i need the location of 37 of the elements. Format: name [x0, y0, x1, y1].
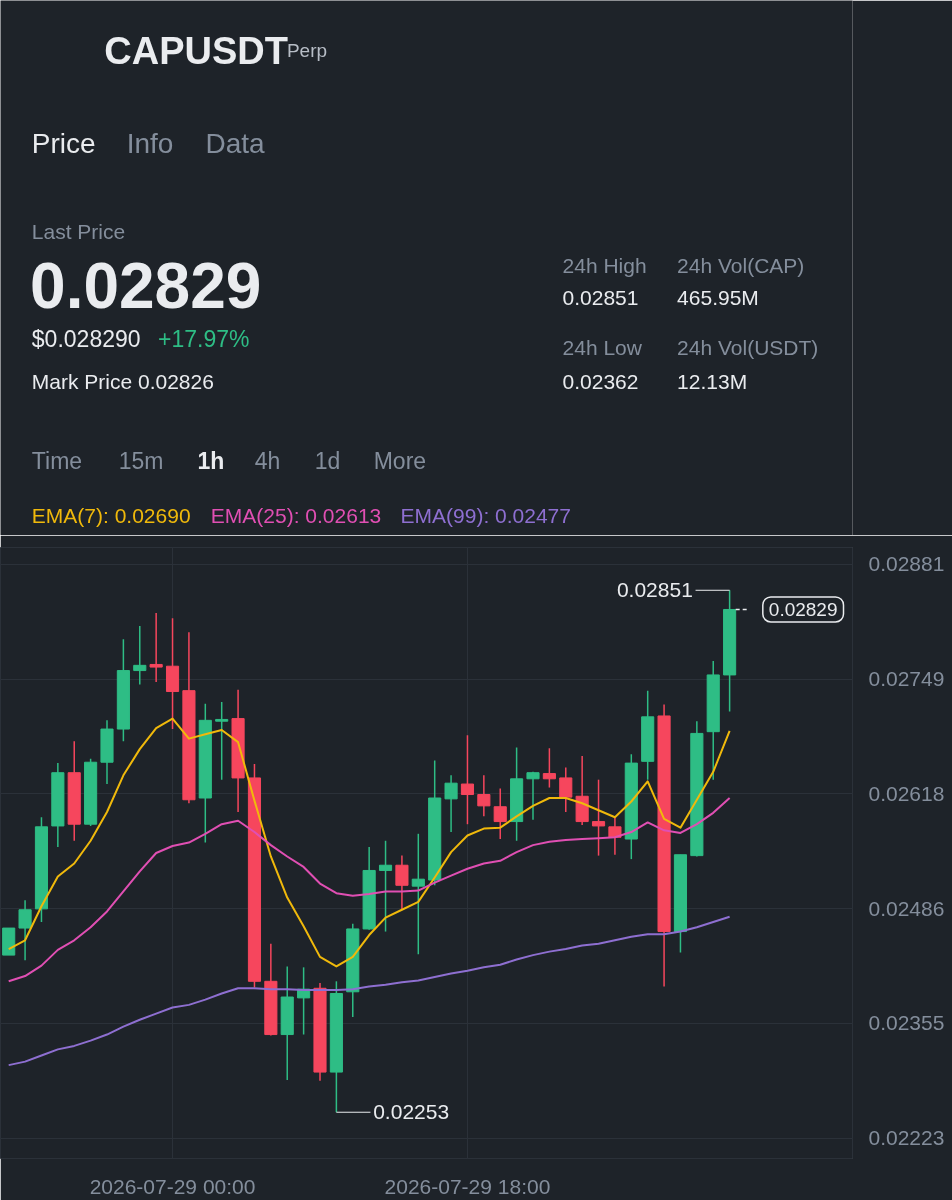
text: Time: [31, 447, 83, 474]
text: Mark Price 0.02826: [31, 370, 214, 393]
text: More: [373, 447, 427, 474]
x-tick-label: 2026-07-29 00:00: [89, 1174, 256, 1198]
y-tick-label: 0.02355: [868, 1011, 945, 1035]
text: 12.13M: [677, 370, 748, 393]
y-tick-label: 0.02618: [868, 781, 945, 805]
text: Data: [205, 128, 266, 159]
ref-line-label: 0.02829: [768, 598, 838, 620]
text: 1h: [197, 447, 225, 474]
y-tick-label: 0.02486: [868, 896, 945, 920]
y-tick-label: 0.02881: [868, 552, 945, 576]
text: $0.028290: [31, 325, 141, 352]
x-tick-label: 2026-07-29 18:00: [384, 1174, 551, 1198]
chart-title: CAPUSDT: [104, 29, 288, 72]
text: EMA(25): 0.02613: [210, 504, 382, 527]
text: 0.02829: [30, 250, 262, 322]
text: +17.97%: [158, 325, 250, 352]
annotation: 0.02851: [616, 578, 693, 602]
text: 24h High: [562, 254, 647, 277]
text: 0.02851: [562, 285, 639, 309]
text: 15m: [118, 447, 164, 474]
text: 465.95M: [677, 286, 759, 309]
y-tick-label: 0.02749: [868, 667, 945, 691]
text: Last Price: [31, 220, 126, 243]
text: 0.02362: [562, 369, 639, 393]
text: 24h Vol(CAP): [677, 254, 805, 277]
text: EMA(99): 0.02477: [400, 504, 571, 527]
text: 1d: [314, 447, 341, 474]
text: 24h Vol(USDT): [677, 336, 819, 359]
y-tick-label: 0.02223: [868, 1126, 945, 1150]
text: Price: [31, 128, 96, 159]
text: EMA(7): 0.02690: [31, 504, 191, 527]
text: 24h Low: [562, 336, 643, 359]
text: 4h: [254, 447, 281, 474]
text: Info: [126, 128, 174, 159]
annotation: 0.02253: [373, 1100, 450, 1124]
